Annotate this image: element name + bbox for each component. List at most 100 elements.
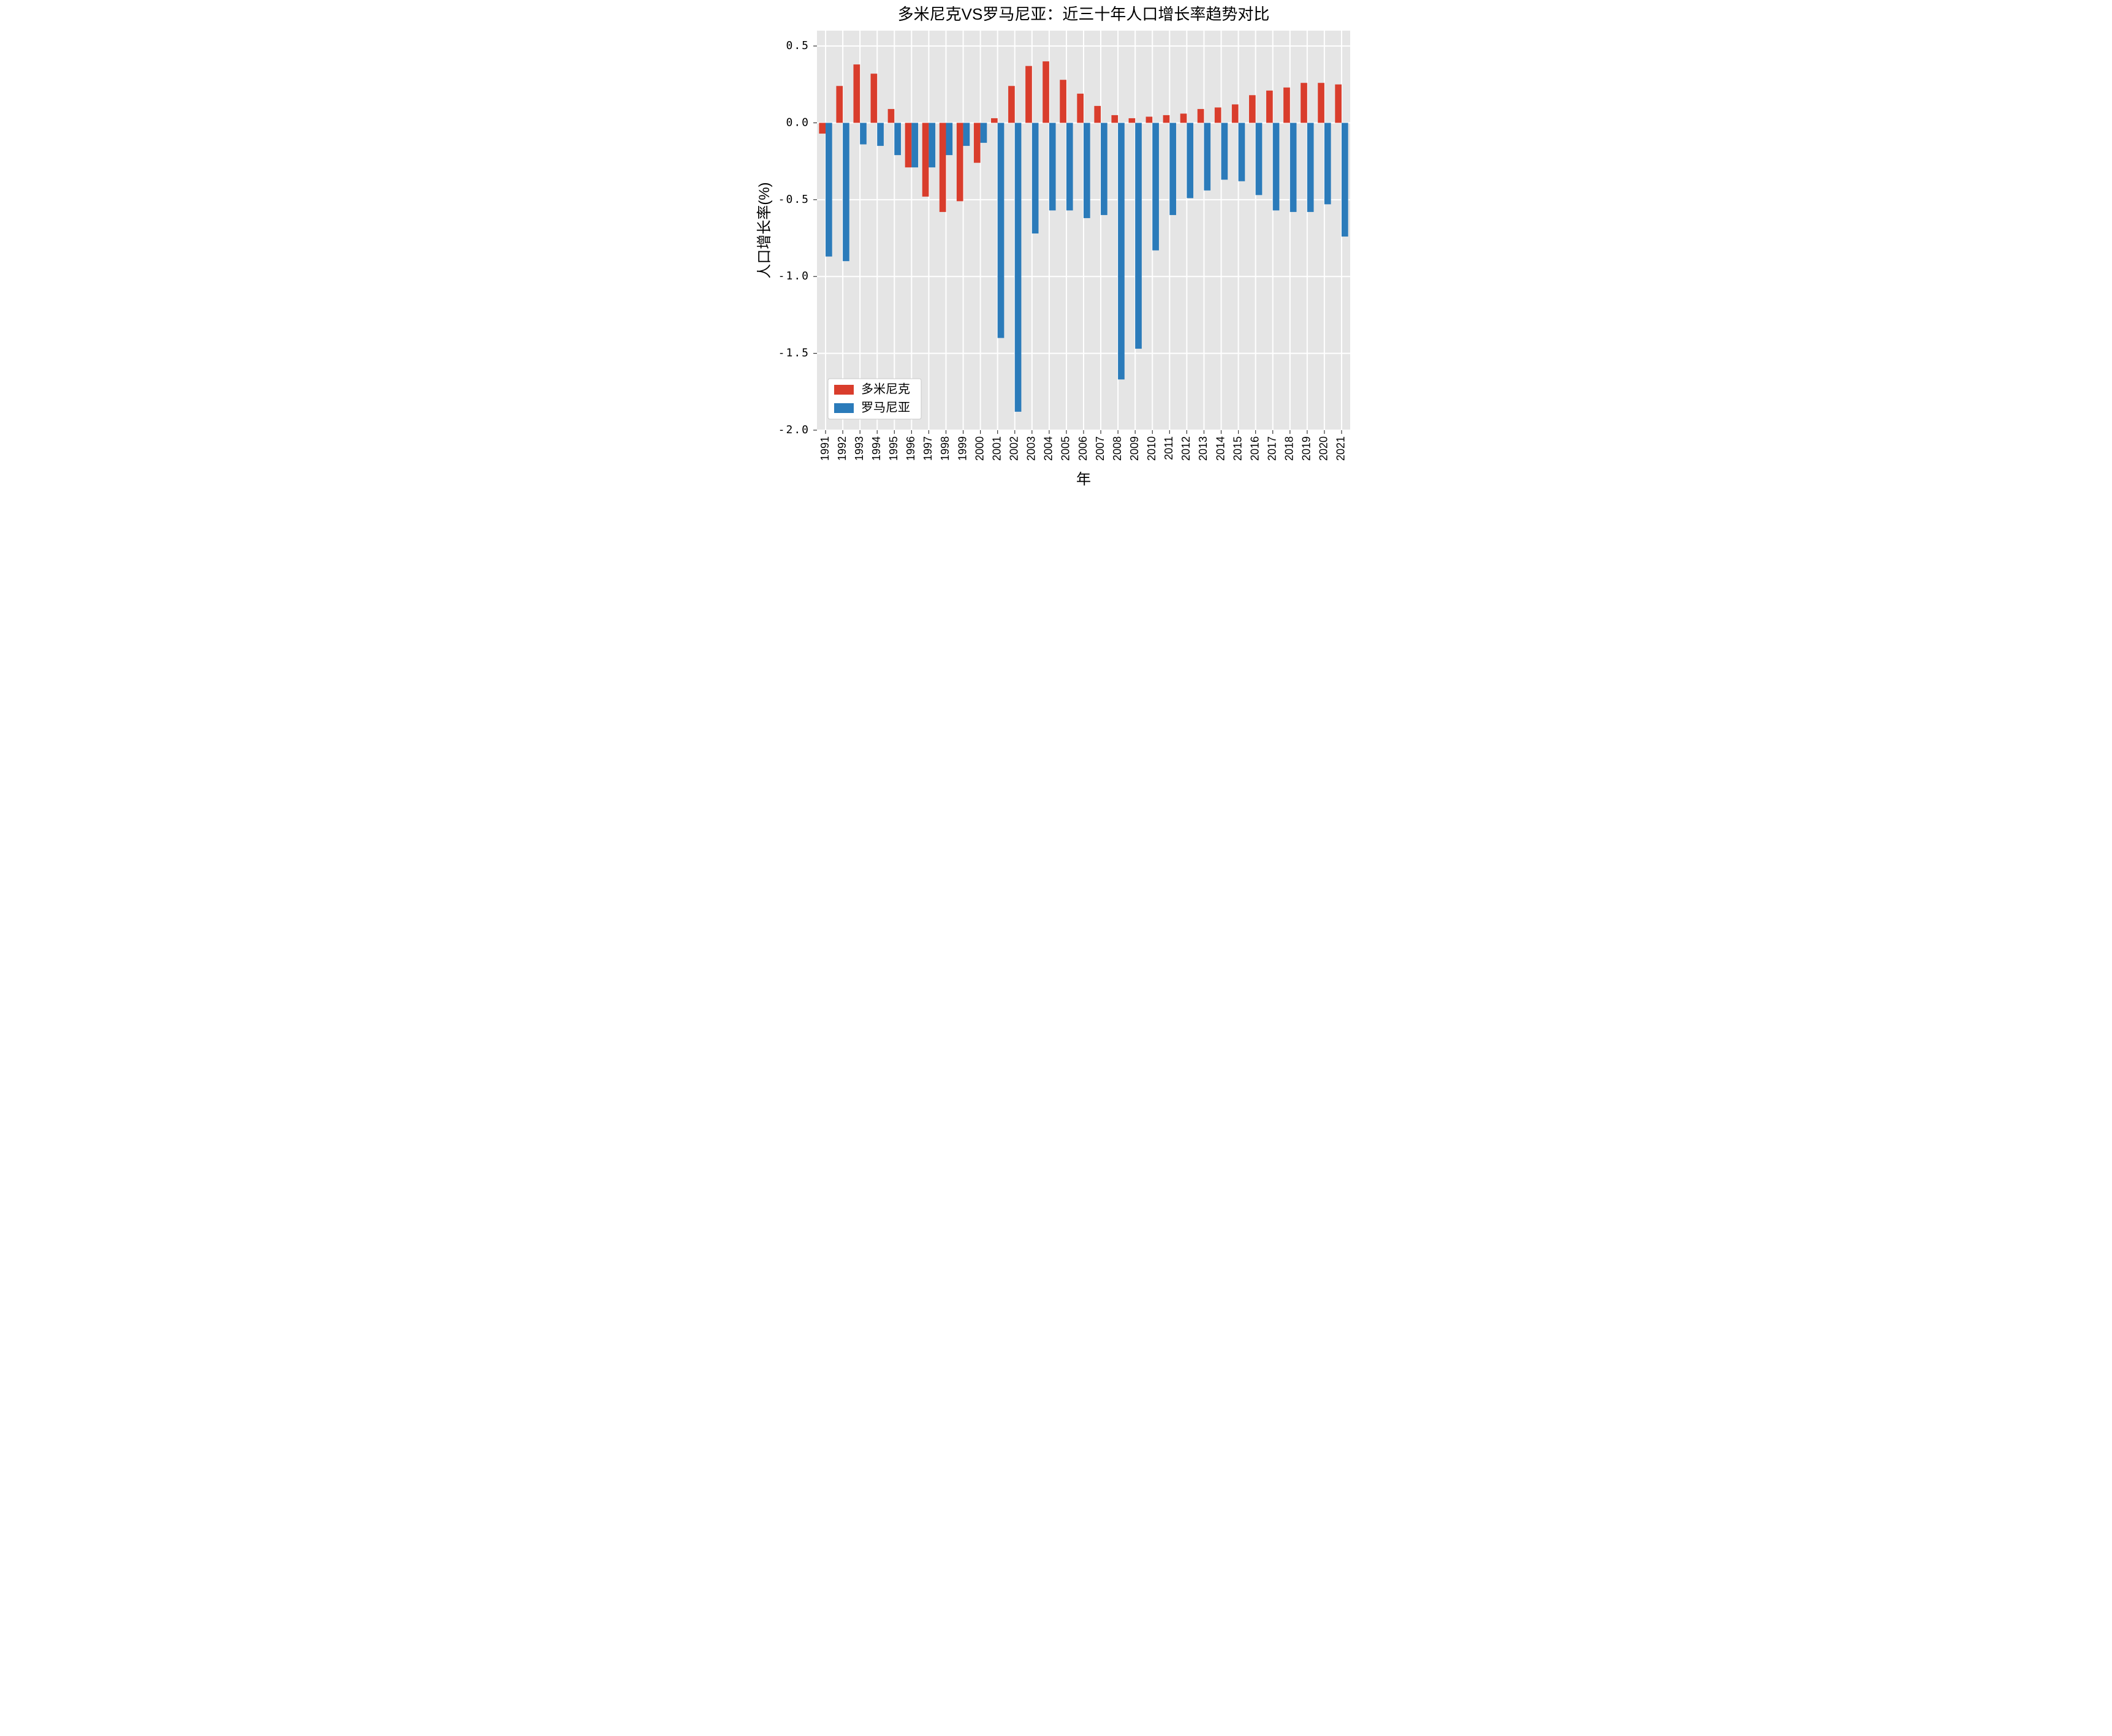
bar xyxy=(871,74,878,123)
xtick-label: 2009 xyxy=(1128,436,1141,461)
bar xyxy=(1301,83,1307,123)
bar xyxy=(911,123,918,167)
bar xyxy=(946,123,952,155)
bar xyxy=(940,123,946,211)
bar xyxy=(853,64,860,123)
xtick-label: 2019 xyxy=(1301,436,1313,461)
xtick-label: 2013 xyxy=(1197,436,1209,461)
bar xyxy=(1187,123,1193,198)
xtick-label: 1991 xyxy=(819,436,831,461)
ytick-label: 0.5 xyxy=(786,39,810,52)
bar-chart: -2.0-1.5-1.0-0.50.00.5199119921993199419… xyxy=(750,0,1362,504)
xtick-label: 2000 xyxy=(973,436,986,461)
bar xyxy=(836,86,843,123)
bar xyxy=(1025,66,1032,123)
bar xyxy=(1118,123,1125,379)
bar xyxy=(1066,123,1073,210)
y-axis-label: 人口增长率(%) xyxy=(756,182,773,278)
xtick-label: 2014 xyxy=(1214,436,1226,461)
legend: 多米尼克罗马尼亚 xyxy=(828,379,921,419)
xtick-label: 2003 xyxy=(1025,436,1038,461)
xtick-label: 2018 xyxy=(1283,436,1296,461)
bar xyxy=(1163,115,1170,123)
bar xyxy=(877,123,884,146)
xtick-label: 2005 xyxy=(1060,436,1072,461)
xtick-label: 1992 xyxy=(836,436,848,461)
bar xyxy=(991,118,998,123)
bar xyxy=(1324,123,1331,204)
bar xyxy=(1135,123,1142,349)
bar xyxy=(1111,115,1118,123)
ytick-label: -0.5 xyxy=(778,193,810,206)
legend-label: 罗马尼亚 xyxy=(861,401,910,414)
xtick-label: 2021 xyxy=(1335,436,1347,461)
bar xyxy=(1249,95,1256,123)
bar xyxy=(1335,85,1342,123)
bar xyxy=(998,123,1005,338)
bar xyxy=(905,123,912,167)
bar xyxy=(1221,123,1228,180)
bar xyxy=(1307,123,1314,211)
bar xyxy=(957,123,963,201)
ytick-label: -2.0 xyxy=(778,423,810,436)
bar xyxy=(922,123,929,196)
xtick-label: 2017 xyxy=(1266,436,1278,461)
bar xyxy=(1129,118,1136,123)
bar xyxy=(1342,123,1348,237)
bar xyxy=(929,123,935,167)
bar xyxy=(1318,83,1324,123)
xtick-label: 2010 xyxy=(1145,436,1158,461)
bar xyxy=(860,123,867,144)
bar xyxy=(1198,109,1204,123)
xtick-label: 1993 xyxy=(853,436,865,461)
bar xyxy=(1146,116,1153,123)
xtick-label: 1995 xyxy=(887,436,900,461)
bar xyxy=(974,123,981,162)
xtick-label: 2006 xyxy=(1077,436,1089,461)
xtick-label: 1996 xyxy=(905,436,917,461)
bar xyxy=(1204,123,1210,190)
bar xyxy=(981,123,987,143)
ytick-label: 0.0 xyxy=(786,116,810,129)
bar xyxy=(888,109,895,123)
xtick-label: 2004 xyxy=(1043,436,1055,461)
xtick-label: 1999 xyxy=(956,436,968,461)
chart-title: 多米尼克VS罗马尼亚：近三十年人口增长率趋势对比 xyxy=(898,5,1270,23)
bar xyxy=(963,123,970,146)
bar xyxy=(1256,123,1263,195)
legend-swatch xyxy=(834,403,854,413)
ytick-label: -1.5 xyxy=(778,347,810,360)
bar xyxy=(1094,106,1101,123)
bar xyxy=(1015,123,1022,411)
bar xyxy=(1032,123,1039,233)
bar xyxy=(1043,61,1049,123)
bar xyxy=(1290,123,1297,211)
xtick-label: 2011 xyxy=(1163,436,1175,460)
xtick-label: 2001 xyxy=(990,436,1003,461)
bar xyxy=(843,123,849,261)
bar xyxy=(1239,123,1245,181)
xtick-label: 2012 xyxy=(1180,436,1192,461)
ytick-label: -1.0 xyxy=(778,270,810,282)
xtick-label: 2002 xyxy=(1008,436,1020,461)
xtick-label: 1998 xyxy=(939,436,951,461)
xtick-label: 2015 xyxy=(1231,436,1244,461)
xtick-label: 1994 xyxy=(870,436,883,461)
xtick-label: 2016 xyxy=(1248,436,1261,461)
legend-swatch xyxy=(834,385,854,395)
bar xyxy=(1101,123,1107,214)
xtick-label: 1997 xyxy=(922,436,934,461)
bar xyxy=(1077,94,1084,123)
xtick-label: 2007 xyxy=(1094,436,1106,461)
bar xyxy=(1273,123,1280,210)
bar xyxy=(1266,91,1273,123)
bar xyxy=(1008,86,1015,123)
bar xyxy=(894,123,901,155)
legend-label: 多米尼克 xyxy=(861,382,910,396)
bar xyxy=(1180,113,1187,123)
bar xyxy=(1060,80,1066,123)
bar xyxy=(1232,104,1239,123)
xtick-label: 2020 xyxy=(1318,436,1330,461)
bar xyxy=(1152,123,1159,250)
xticks: 1991 1992 1993 1994 1995 1996 1997 1998 1999 2000… xyxy=(819,430,1347,461)
